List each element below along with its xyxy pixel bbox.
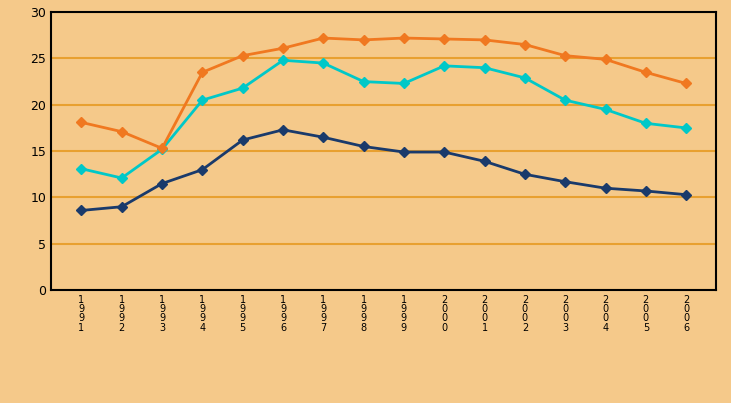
12th graders [440,37,449,42]
8th graders [319,135,327,140]
10th graders [480,65,489,70]
8th graders [682,192,691,197]
12th graders [601,57,610,62]
12th graders [400,35,409,40]
10th graders [520,75,529,80]
Line: 8th graders: 8th graders [78,126,689,214]
12th graders [359,37,368,42]
10th graders [279,58,287,63]
10th graders [238,86,247,91]
10th graders [400,81,409,86]
8th graders [400,150,409,154]
12th graders [319,35,327,40]
12th graders [118,129,126,134]
Line: 12th graders: 12th graders [78,35,689,152]
8th graders [641,189,650,193]
8th graders [158,181,167,186]
12th graders [158,146,167,151]
8th graders [238,137,247,142]
8th graders [440,150,449,154]
10th graders [158,147,167,152]
10th graders [561,98,569,103]
12th graders [279,46,287,51]
12th graders [77,120,86,125]
8th graders [480,159,489,164]
10th graders [319,60,327,65]
8th graders [601,186,610,191]
12th graders [480,37,489,42]
8th graders [359,144,368,149]
12th graders [238,53,247,58]
10th graders [601,107,610,112]
12th graders [682,81,691,86]
Line: 10th graders: 10th graders [78,57,689,181]
12th graders [561,53,569,58]
8th graders [77,208,86,213]
8th graders [279,127,287,132]
12th graders [520,42,529,47]
8th graders [520,172,529,177]
10th graders [641,121,650,126]
12th graders [198,70,207,75]
8th graders [561,179,569,184]
10th graders [359,79,368,84]
10th graders [77,166,86,171]
12th graders [641,70,650,75]
10th graders [440,63,449,68]
8th graders [198,167,207,172]
10th graders [198,98,207,103]
10th graders [118,176,126,181]
10th graders [682,126,691,131]
8th graders [118,204,126,209]
